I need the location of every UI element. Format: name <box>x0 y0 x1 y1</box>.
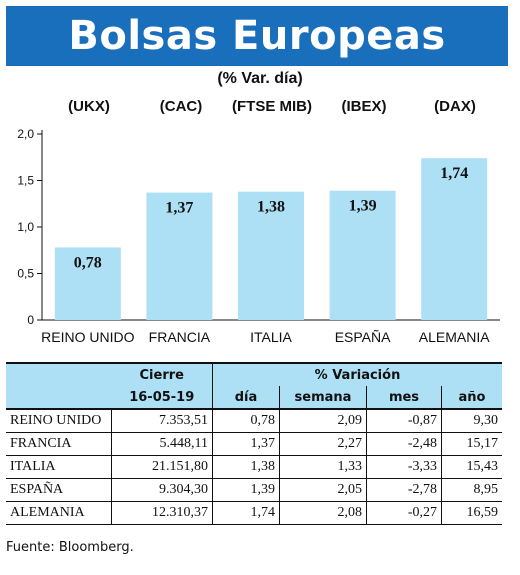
cell-dia: 1,38 <box>212 455 280 479</box>
cell-mes: -2,78 <box>366 478 442 502</box>
cell-dia: 1,37 <box>212 432 280 456</box>
cell-cierre: 7.353,51 <box>111 409 213 433</box>
index-label: (CAC) <box>159 98 203 115</box>
bar-value-label: 0,78 <box>74 254 102 271</box>
cell-semana: 2,05 <box>279 478 367 502</box>
cell-dia: 1,39 <box>212 478 280 502</box>
cell-semana: 1,33 <box>279 455 367 479</box>
index-labels: (UKX) (CAC) (FTSE MIB) (IBEX) (DAX) <box>0 98 520 120</box>
cell-cierre: 21.151,80 <box>111 455 213 479</box>
cell-mes: -0,87 <box>366 409 442 433</box>
y-tick-label: 0 <box>27 313 34 327</box>
cell-ano: 8,95 <box>441 478 502 502</box>
category-label: ALEMANIA <box>419 329 490 345</box>
cell-dia: 1,74 <box>212 501 280 525</box>
row-name: ITALIA <box>6 455 112 479</box>
table-row: ITALIA 21.151,80 1,38 1,33 -3,33 15,43 <box>6 455 502 479</box>
header-semana: semana <box>279 386 367 410</box>
table-row: ESPAÑA 9.304,30 1,39 2,05 -2,78 8,95 <box>6 478 502 502</box>
table-row: FRANCIA 5.448,11 1,37 2,27 -2,48 15,17 <box>6 432 502 456</box>
cell-ano: 15,43 <box>441 455 502 479</box>
category-label: FRANCIA <box>149 329 211 345</box>
row-name: FRANCIA <box>6 432 112 456</box>
table-row: REINO UNIDO 7.353,51 0,78 2,09 -0,87 9,30 <box>6 409 502 433</box>
cell-mes: -2,48 <box>366 432 442 456</box>
y-tick-label: 1,5 <box>17 174 34 188</box>
bar-chart: 0 0,5 1,0 1,5 2,0 0,78 REINO UNIDO 1,37 FRANCIA 1… <box>17 127 500 345</box>
chart-subtitle: (% Var. día) <box>217 70 303 87</box>
header-variacion: % Variación <box>212 362 502 386</box>
y-tick-label: 2,0 <box>17 127 34 141</box>
category-label: ESPAÑA <box>335 329 391 345</box>
bar <box>329 190 396 320</box>
bar <box>238 191 304 320</box>
bar <box>54 247 121 320</box>
index-label: (IBEX) <box>341 98 387 115</box>
cell-cierre: 12.310,37 <box>111 501 213 525</box>
cell-dia: 0,78 <box>212 409 280 433</box>
bar <box>421 158 488 320</box>
category-label: REINO UNIDO <box>41 329 134 345</box>
bar-value-label: 1,38 <box>257 199 285 216</box>
index-label: (DAX) <box>434 98 476 115</box>
cell-cierre: 5.448,11 <box>111 432 213 456</box>
y-tick-label: 0,5 <box>17 267 34 281</box>
source-note: Fuente: Bloomberg. <box>6 540 134 555</box>
cell-ano: 16,59 <box>441 501 502 525</box>
row-name: ESPAÑA <box>6 478 112 502</box>
cell-semana: 2,08 <box>279 501 367 525</box>
header-ano: año <box>441 386 502 410</box>
bar-value-label: 1,37 <box>165 200 193 217</box>
cell-mes: -3,33 <box>366 455 442 479</box>
cell-cierre: 9.304,30 <box>111 478 213 502</box>
header-date: 16-05-19 <box>111 386 213 410</box>
chart-title: Bolsas Europeas <box>6 6 508 66</box>
row-name: ALEMANIA <box>6 501 112 525</box>
table-row: ALEMANIA 12.310,37 1,74 2,08 -0,27 16,59 <box>6 501 502 525</box>
cell-semana: 2,27 <box>279 432 367 456</box>
header-dia: día <box>212 386 280 410</box>
cell-semana: 2,09 <box>279 409 367 433</box>
header-cierre: Cierre <box>111 362 213 386</box>
bar-value-label: 1,74 <box>440 165 468 182</box>
cell-ano: 9,30 <box>441 409 502 433</box>
y-tick-label: 1,0 <box>17 220 34 234</box>
cell-mes: -0,27 <box>366 501 442 525</box>
index-label: (UKX) <box>68 98 110 115</box>
bar <box>146 192 213 320</box>
index-label: (FTSE MIB) <box>232 98 312 115</box>
category-label: ITALIA <box>250 329 292 345</box>
row-name: REINO UNIDO <box>6 409 112 433</box>
data-table: Cierre % Variación 16-05-19 día semana m… <box>6 362 502 525</box>
header-mes: mes <box>366 386 442 410</box>
bar-value-label: 1,39 <box>349 198 377 215</box>
cell-ano: 15,17 <box>441 432 502 456</box>
